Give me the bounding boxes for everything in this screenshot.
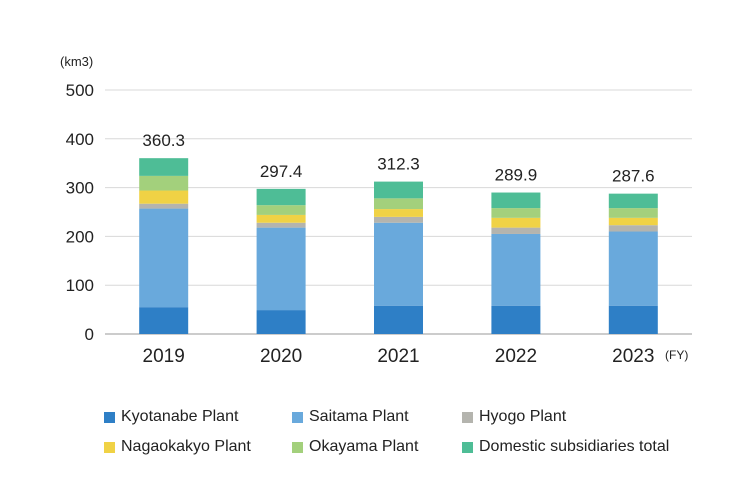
bar-segment-hyogo-plant	[608, 225, 658, 232]
x-tick-label: 2020	[260, 346, 302, 367]
y-tick-label: 200	[66, 227, 94, 246]
legend-item: Saitama Plant	[292, 408, 462, 426]
y-tick-label: 400	[66, 130, 94, 149]
bar-segment-kyotanabe-plant	[139, 307, 189, 334]
bar-segment-domestic-subsidiaries-total	[491, 192, 541, 209]
bar-segment-kyotanabe-plant	[256, 310, 306, 334]
legend-label: Domestic subsidiaries total	[479, 438, 670, 455]
y-tick-label: 300	[66, 179, 94, 198]
bar-segment-nagaokakyo-plant	[374, 209, 423, 217]
legend-label: Saitama Plant	[309, 408, 409, 425]
legend-item: Okayama Plant	[292, 438, 462, 456]
bar-segment-kyotanabe-plant	[491, 305, 541, 334]
legend-label: Okayama Plant	[309, 438, 419, 455]
y-axis-unit: (km3)	[60, 54, 93, 69]
x-tick-label: 2019	[143, 346, 185, 367]
bar-segment-saitama-plant	[139, 208, 189, 308]
legend-row: Nagaokakyo Plant Okayama Plant Domestic su…	[104, 432, 724, 462]
bar-segment-hyogo-plant	[256, 222, 306, 228]
x-tick-label: 2022	[495, 346, 537, 367]
bar-segment-nagaokakyo-plant	[608, 217, 658, 226]
bar-segment-domestic-subsidiaries-total	[139, 158, 189, 176]
bar-segment-saitama-plant	[608, 231, 658, 306]
bar-segment-okayama-plant	[608, 208, 658, 218]
legend-label: Kyotanabe Plant	[121, 408, 239, 425]
bar-segment-domestic-subsidiaries-total	[608, 193, 658, 209]
bar-segment-nagaokakyo-plant	[256, 214, 306, 223]
legend-item: Hyogo Plant	[462, 408, 724, 426]
legend-swatch	[292, 441, 303, 453]
y-tick-label: 0	[85, 325, 94, 344]
total-value-label: 289.9	[495, 166, 538, 185]
bar-segment-hyogo-plant	[139, 203, 189, 209]
legend-swatch	[104, 441, 115, 453]
x-axis-unit-suffix: (FY)	[665, 348, 688, 362]
bar-stacks	[139, 158, 658, 334]
x-tick-label: 2023	[612, 346, 654, 367]
total-labels: 360.3 297.4 312.3 289.9 287.6	[142, 131, 654, 185]
bar-segment-okayama-plant	[374, 198, 423, 210]
y-tick-label: 100	[66, 276, 94, 295]
legend-swatch	[462, 411, 473, 423]
legend-row: Kyotanabe Plant Saitama Plant Hyogo Plant	[104, 402, 724, 432]
y-tick-label: 500	[66, 81, 94, 100]
legend-swatch	[104, 411, 115, 423]
total-value-label: 312.3	[377, 155, 420, 174]
total-value-label: 297.4	[260, 162, 303, 181]
x-tick-label: 2021	[377, 346, 419, 367]
bar-segment-nagaokakyo-plant	[139, 190, 189, 204]
legend-item: Nagaokakyo Plant	[104, 438, 292, 456]
bar-segment-saitama-plant	[491, 233, 541, 306]
bar-segment-okayama-plant	[139, 175, 189, 191]
bar-segment-domestic-subsidiaries-total	[256, 188, 306, 206]
bar-segment-domestic-subsidiaries-total	[374, 181, 423, 199]
bar-segment-kyotanabe-plant	[374, 305, 423, 334]
legend-item: Kyotanabe Plant	[104, 408, 292, 426]
legend-item: Domestic subsidiaries total	[462, 438, 724, 456]
bar-segment-okayama-plant	[256, 205, 306, 215]
total-value-label: 287.6	[612, 167, 655, 186]
legend-label: Nagaokakyo Plant	[121, 438, 251, 455]
y-axis-tick-labels: 0 100 200 300 400 500	[66, 81, 94, 344]
bar-segment-hyogo-plant	[374, 216, 423, 223]
total-value-label: 360.3	[142, 131, 185, 150]
bar-segment-saitama-plant	[256, 227, 306, 311]
bar-segment-kyotanabe-plant	[608, 305, 658, 334]
legend-swatch	[292, 411, 303, 423]
bar-segment-okayama-plant	[491, 208, 541, 218]
bar-segment-hyogo-plant	[491, 227, 541, 234]
bar-segment-saitama-plant	[374, 222, 423, 306]
legend-label: Hyogo Plant	[479, 408, 567, 425]
chart-legend: Kyotanabe Plant Saitama Plant Hyogo Plant N…	[104, 402, 724, 462]
x-axis-tick-labels: 2019 2020 2021 2022 2023	[143, 346, 655, 367]
bar-segment-nagaokakyo-plant	[491, 217, 541, 228]
legend-swatch	[462, 441, 473, 453]
